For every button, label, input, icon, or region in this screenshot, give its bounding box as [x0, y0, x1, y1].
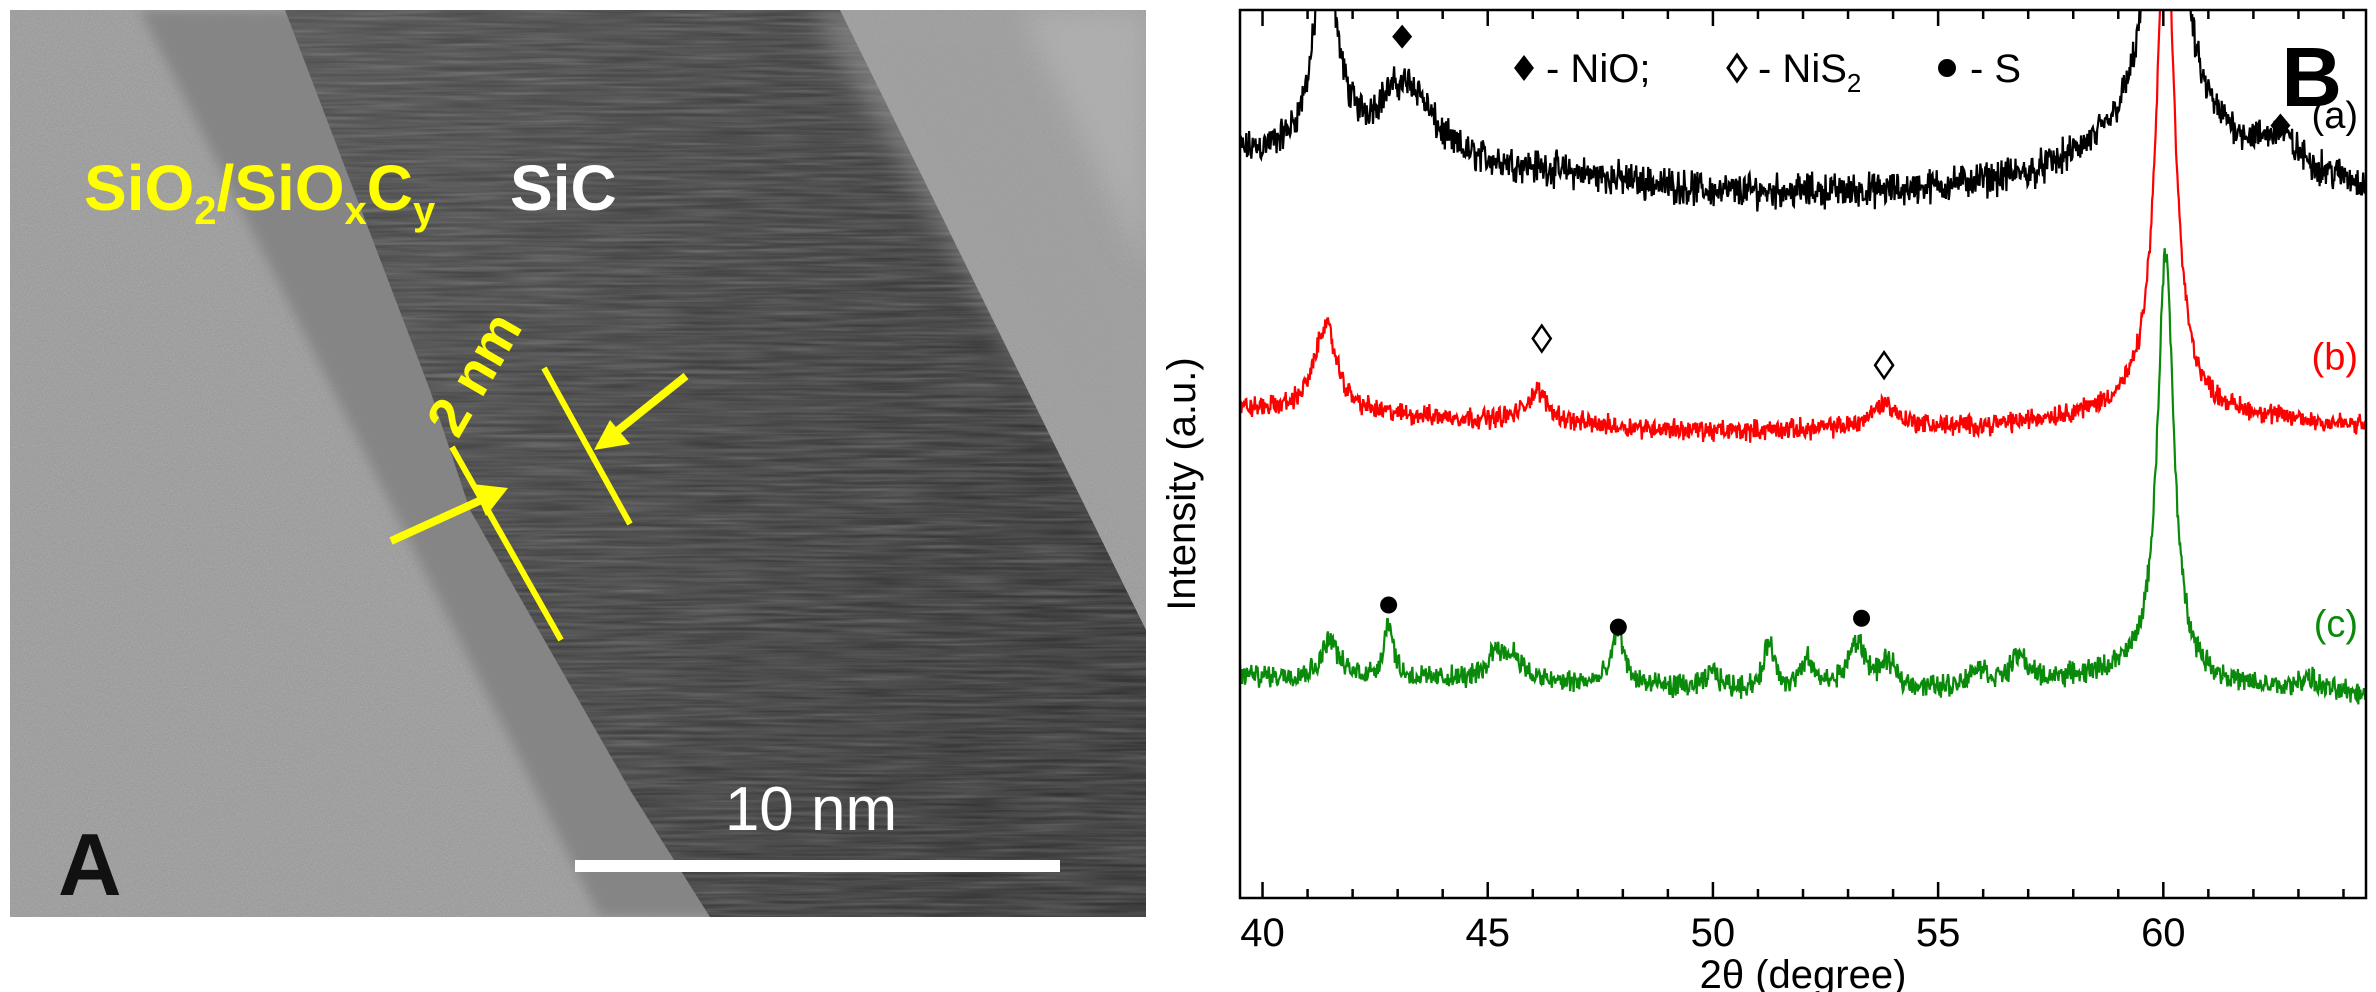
- series-group: [1240, 10, 2366, 705]
- scale-bar-label: 10 nm: [725, 775, 897, 844]
- nio-marker-icon: [2270, 113, 2291, 138]
- series-line-b: [1240, 10, 2366, 443]
- series-label-b: (b): [2312, 337, 2358, 379]
- nio-marker-icon: [1392, 24, 1413, 49]
- legend-s-label: - S: [1970, 47, 2021, 91]
- panel-letter-b: B: [2281, 30, 2342, 124]
- nis2-marker-icon: [1873, 350, 1895, 381]
- nis2-marker-icon: [1531, 323, 1553, 354]
- tem-image-panel: SiO2/SiOxCy SiC 2 nm 10 nm A: [10, 10, 1146, 917]
- legend-filled-diamond-icon: [1514, 55, 1534, 81]
- series-line-a: [1240, 10, 2366, 212]
- scale-bar-line: [575, 860, 1060, 872]
- plot-frame: [1238, 8, 2368, 900]
- sulfur-marker-icon: [1853, 609, 1871, 627]
- x-tick-label: 60: [2141, 911, 2186, 955]
- oxide-layer-label: SiO2/SiOxCy: [84, 152, 436, 233]
- y-axis-label: Intensity (a.u.): [1160, 357, 1204, 610]
- series-label-c: (c): [2314, 603, 2358, 645]
- legend-nis2-label: - NiS2: [1758, 47, 1861, 98]
- x-tick-label: 50: [1691, 911, 1736, 955]
- legend-dot-icon: [1938, 59, 1956, 77]
- legend-nio-label: - NiO;: [1546, 47, 1650, 91]
- x-axis-label: 2θ (degree): [1700, 953, 1907, 992]
- sulfur-marker-icon: [1609, 618, 1627, 636]
- scale-bar: 10 nm: [575, 775, 1060, 872]
- sulfur-marker-icon: [1380, 596, 1398, 614]
- legend-open-diamond-icon: [1726, 52, 1748, 84]
- series-label-a: (a): [2312, 95, 2358, 137]
- x-tick-label: 40: [1240, 911, 1285, 955]
- sic-label: SiC: [510, 152, 617, 224]
- panel-letter-a: A: [58, 815, 122, 914]
- legend: - NiO; - NiS2 - S: [1514, 47, 2021, 98]
- arrow-right-icon: [389, 484, 508, 545]
- series-line-c: [1240, 248, 2366, 705]
- arrow-left-icon: [594, 372, 689, 450]
- plot-area: (a) (b) (c) 40 45 50 55 60 2θ (degree) Intensity …: [1160, 8, 2368, 992]
- x-tick-label: 45: [1465, 911, 1510, 955]
- x-tick-label: 55: [1916, 911, 1961, 955]
